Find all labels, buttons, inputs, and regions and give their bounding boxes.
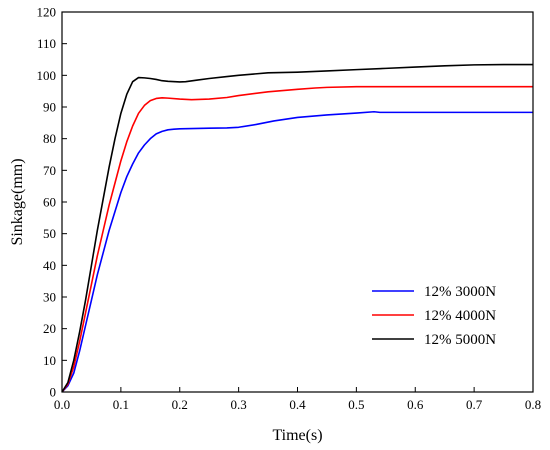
x-tick-label: 0.0 bbox=[54, 397, 70, 412]
legend: 12% 3000N 12% 4000N 12% 5000N bbox=[372, 284, 496, 348]
y-tick-label: 50 bbox=[43, 226, 56, 241]
y-tick-label: 70 bbox=[43, 163, 56, 178]
y-tick-label: 60 bbox=[43, 195, 56, 210]
y-tick-label: 0 bbox=[50, 385, 57, 400]
y-axis: 0 10 20 30 40 50 60 70 80 90 100 110 120 bbox=[37, 5, 67, 400]
y-tick-label: 30 bbox=[43, 290, 56, 305]
y-axis-title: Sinkage(mm) bbox=[9, 158, 26, 245]
x-axis-title: Time(s) bbox=[272, 427, 322, 444]
series-line-1 bbox=[61, 110, 533, 393]
series-line-3 bbox=[61, 63, 533, 393]
x-tick-label: 0.4 bbox=[289, 397, 306, 412]
x-tick-label: 0.5 bbox=[348, 397, 364, 412]
y-tick-label: 80 bbox=[43, 131, 56, 146]
y-tick-label: 40 bbox=[43, 258, 56, 273]
y-tick-label: 100 bbox=[37, 68, 57, 83]
y-tick-label: 90 bbox=[43, 100, 56, 115]
legend-label: 12% 3000N bbox=[424, 284, 496, 300]
x-tick-label: 0.2 bbox=[172, 397, 188, 412]
y-tick-label: 110 bbox=[37, 36, 56, 51]
x-tick-label: 0.3 bbox=[231, 397, 247, 412]
series-line-2 bbox=[61, 85, 533, 393]
series-layer bbox=[61, 63, 533, 393]
x-tick-label: 0.8 bbox=[525, 397, 541, 412]
legend-label: 12% 4000N bbox=[424, 308, 496, 324]
legend-label: 12% 5000N bbox=[424, 332, 496, 348]
x-tick-label: 0.1 bbox=[113, 397, 129, 412]
x-tick-label: 0.6 bbox=[407, 397, 424, 412]
x-axis: 0.0 0.1 0.2 0.3 0.4 0.5 0.6 0.7 0.8 bbox=[54, 387, 541, 412]
y-tick-label: 20 bbox=[43, 321, 56, 336]
y-tick-label: 120 bbox=[37, 5, 57, 20]
y-tick-label: 10 bbox=[43, 353, 56, 368]
x-tick-label: 0.7 bbox=[466, 397, 483, 412]
